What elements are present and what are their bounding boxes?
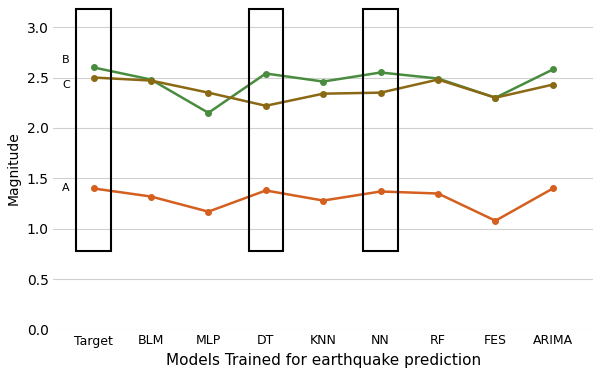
Text: A: A xyxy=(62,183,70,194)
Text: B: B xyxy=(62,56,70,65)
Y-axis label: Magnitude: Magnitude xyxy=(7,131,21,205)
Bar xyxy=(76,9,111,251)
Bar xyxy=(248,9,283,251)
Text: C: C xyxy=(62,80,70,90)
X-axis label: Models Trained for earthquake prediction: Models Trained for earthquake prediction xyxy=(166,353,481,368)
Bar xyxy=(364,9,398,251)
